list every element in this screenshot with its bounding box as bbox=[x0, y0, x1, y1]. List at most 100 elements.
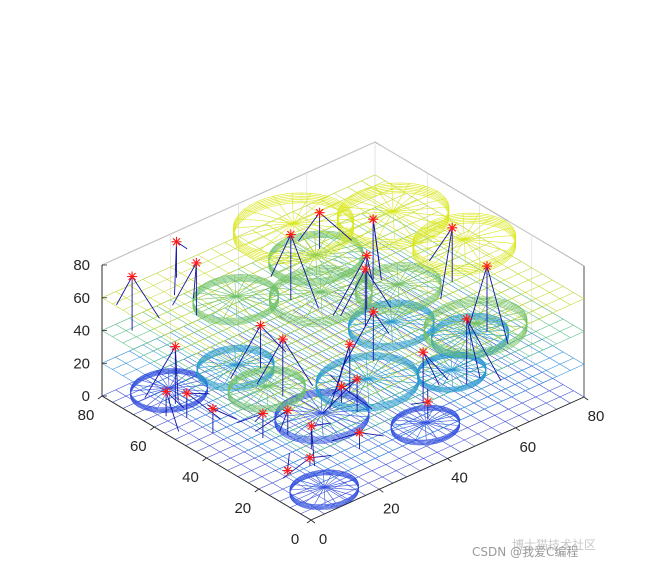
disc-ring bbox=[274, 393, 370, 442]
stem-line bbox=[340, 311, 374, 370]
disc-spoke bbox=[245, 223, 294, 246]
y-tick-mark bbox=[97, 395, 103, 400]
disc bbox=[416, 352, 487, 393]
mesh-line bbox=[320, 199, 530, 324]
disc-ring bbox=[412, 222, 517, 276]
disc-spoke bbox=[464, 239, 507, 252]
disc-spoke bbox=[398, 284, 440, 289]
stem-line bbox=[429, 227, 453, 262]
disc-ring bbox=[354, 267, 442, 312]
data-marker bbox=[352, 374, 363, 385]
disc-spoke bbox=[426, 322, 476, 336]
disc-ring bbox=[412, 217, 517, 271]
disc-spoke bbox=[474, 297, 476, 324]
disc-spoke bbox=[391, 321, 393, 344]
data-marker bbox=[447, 222, 458, 233]
disc-spoke bbox=[312, 471, 325, 488]
disc-spoke bbox=[235, 364, 249, 383]
marker-stroke bbox=[419, 348, 427, 357]
stem-line bbox=[260, 325, 287, 353]
disc-spoke bbox=[305, 391, 323, 414]
disc-spoke bbox=[451, 369, 464, 386]
disc-spoke bbox=[320, 279, 370, 293]
disc bbox=[423, 296, 528, 358]
disc-ring bbox=[423, 299, 528, 353]
disc-spoke bbox=[475, 322, 519, 336]
disc-spoke bbox=[383, 264, 399, 285]
disc-spoke bbox=[475, 322, 526, 328]
disc-spoke bbox=[425, 422, 447, 436]
disc-spoke bbox=[425, 410, 453, 423]
marker-stroke bbox=[283, 466, 292, 475]
disc-ring bbox=[192, 277, 280, 322]
disc-spoke bbox=[324, 471, 344, 488]
disc-ring bbox=[354, 266, 442, 311]
disc-spoke bbox=[320, 287, 373, 293]
disc-ring bbox=[416, 356, 487, 392]
disc-spoke bbox=[213, 364, 236, 383]
disc-ring bbox=[268, 269, 373, 323]
disc-spoke bbox=[392, 211, 412, 237]
disc-spoke bbox=[235, 350, 267, 365]
disc-spoke bbox=[291, 487, 325, 496]
disc-spoke bbox=[235, 385, 267, 401]
stem-group bbox=[372, 219, 382, 285]
disc-spoke bbox=[423, 239, 465, 258]
stem-line bbox=[332, 255, 368, 316]
disc-spoke bbox=[234, 274, 236, 297]
disc bbox=[354, 262, 442, 315]
disc-spoke bbox=[279, 291, 322, 311]
stem-line bbox=[364, 268, 392, 308]
disc-spoke bbox=[414, 234, 465, 240]
disc-spoke bbox=[230, 385, 267, 396]
disc-spoke bbox=[451, 369, 453, 388]
disc-spoke bbox=[234, 376, 267, 387]
data-marker bbox=[418, 347, 429, 358]
watermark: CSDN @我爱C编程 博士猫技术社区 bbox=[472, 537, 596, 559]
y-tick-mark bbox=[254, 488, 260, 493]
stem-group bbox=[332, 255, 373, 316]
stem-line bbox=[255, 410, 289, 432]
disc-spoke bbox=[425, 419, 460, 423]
y-tick-mark bbox=[306, 519, 312, 524]
marker-stroke bbox=[307, 422, 316, 430]
disc-spoke bbox=[266, 386, 268, 406]
disc-spoke bbox=[392, 191, 438, 212]
disc-spoke bbox=[352, 378, 368, 405]
x-tick-label: 60 bbox=[519, 439, 536, 456]
watermark-text: CSDN @我爱C编程 bbox=[472, 544, 578, 559]
disc-spoke bbox=[357, 321, 392, 338]
marker-stroke bbox=[315, 208, 324, 217]
disc-spoke bbox=[392, 211, 428, 232]
disc-ring bbox=[196, 350, 275, 391]
disc-spoke bbox=[303, 474, 325, 488]
disc-spoke bbox=[243, 209, 294, 224]
stem-group bbox=[468, 265, 509, 345]
disc bbox=[233, 192, 355, 265]
disc-spoke bbox=[367, 378, 385, 403]
disc-ring bbox=[227, 370, 306, 411]
disc-spoke bbox=[320, 268, 351, 293]
disc-spoke bbox=[235, 296, 272, 307]
disc-spoke bbox=[273, 196, 294, 224]
disc-spoke bbox=[451, 369, 481, 379]
disc-spoke bbox=[253, 368, 268, 387]
disc-spoke bbox=[444, 304, 476, 324]
disc-spoke bbox=[315, 254, 355, 267]
disc-ring bbox=[233, 200, 355, 263]
marker-stroke bbox=[337, 382, 346, 391]
stem-line bbox=[165, 391, 180, 432]
watermark-overlay-text: 博士猫技术社区 bbox=[512, 537, 596, 552]
disc-spoke bbox=[464, 235, 516, 240]
disc-spoke bbox=[270, 250, 316, 256]
disc-spoke bbox=[293, 196, 328, 224]
marker-stroke bbox=[355, 428, 364, 437]
disc-spoke bbox=[320, 291, 353, 311]
data-marker bbox=[181, 388, 192, 399]
disc-ring bbox=[227, 367, 306, 408]
disc-spoke bbox=[412, 239, 465, 244]
data-marker bbox=[368, 306, 379, 317]
stem-group bbox=[422, 351, 449, 402]
disc-spoke bbox=[397, 414, 426, 423]
disc-ring bbox=[227, 371, 306, 412]
